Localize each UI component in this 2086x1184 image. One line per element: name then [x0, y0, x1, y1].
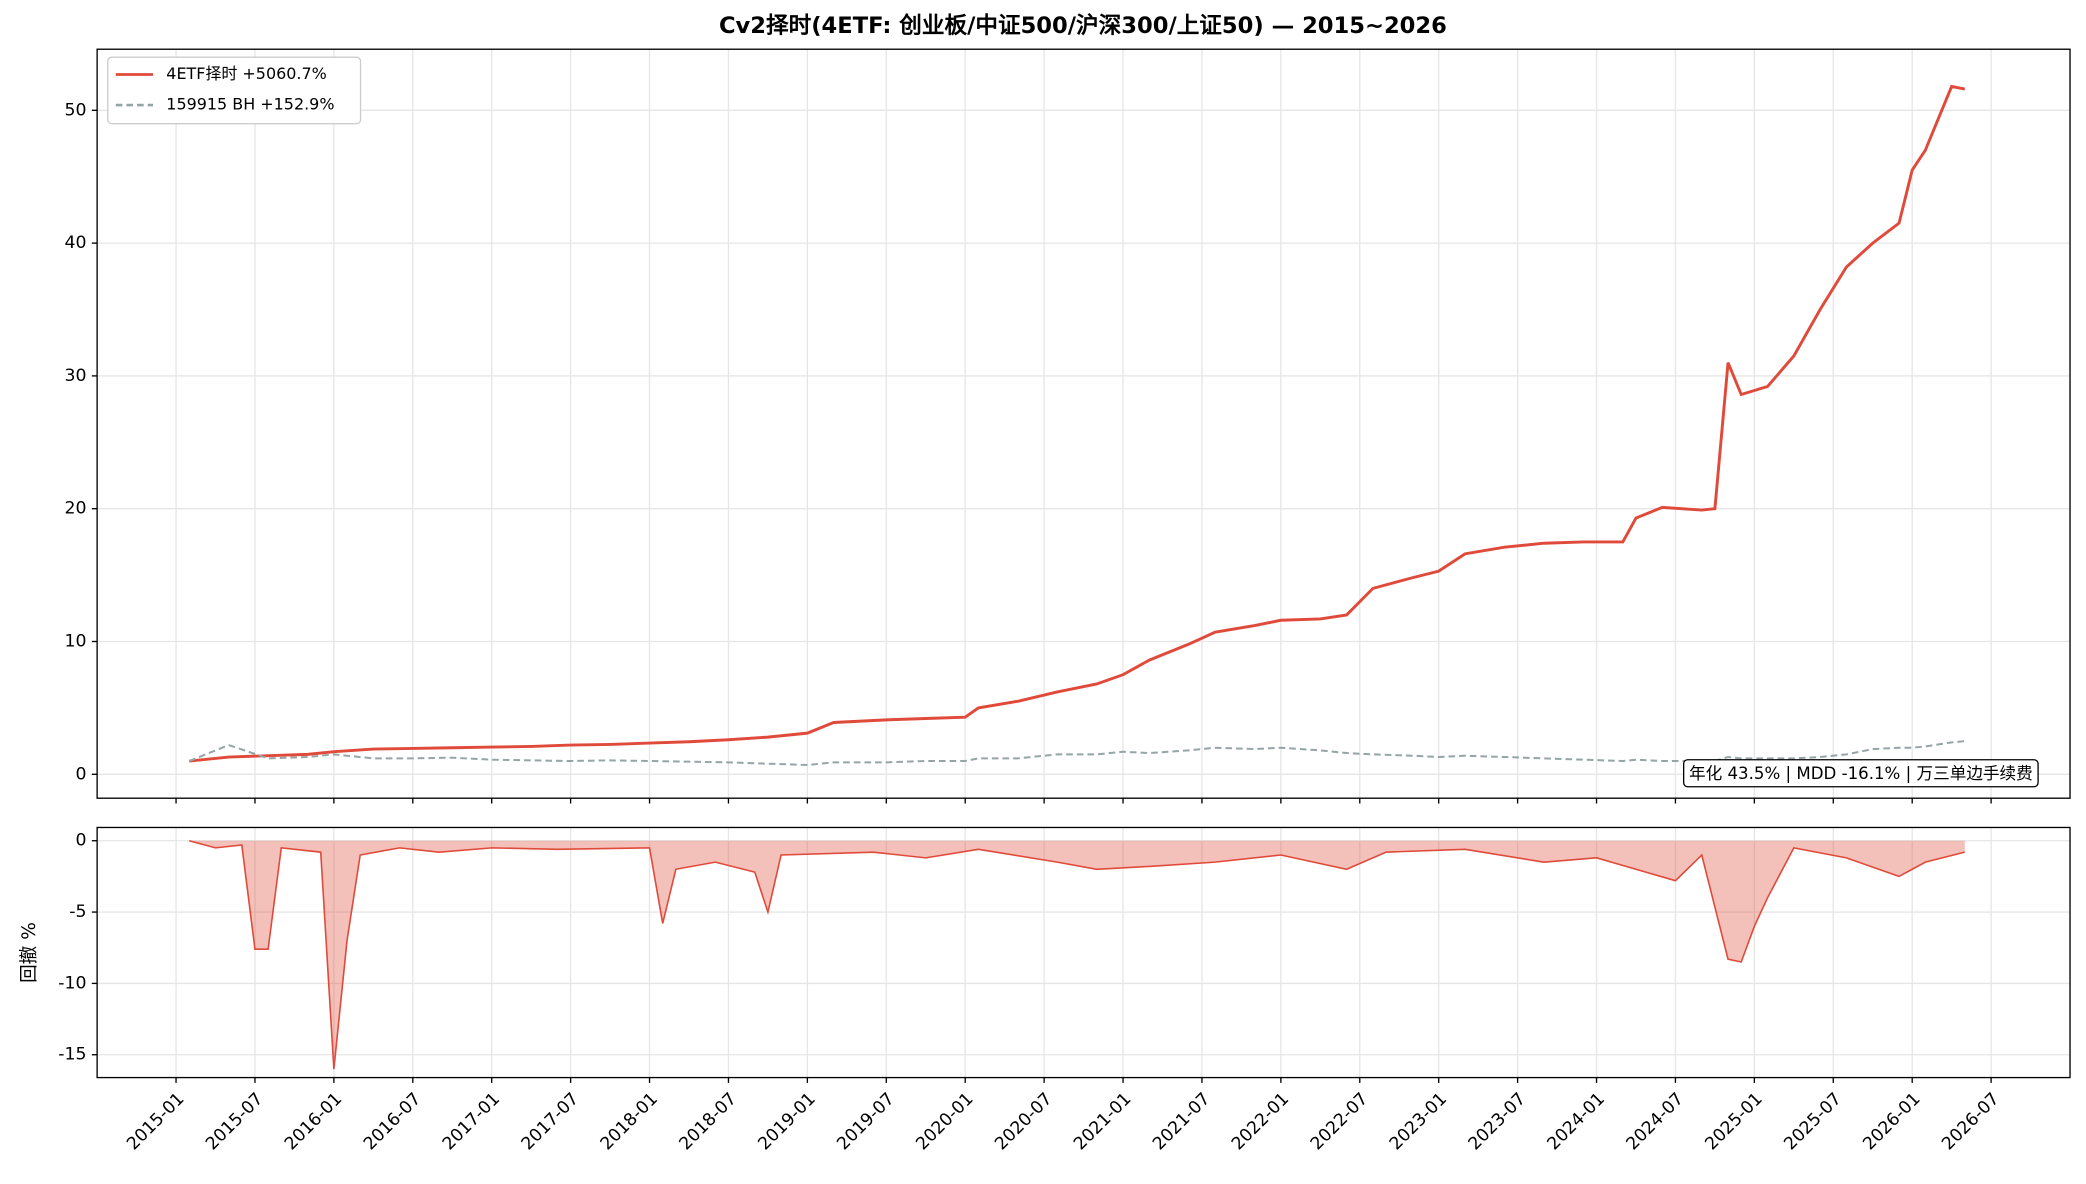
- y-tick-label: -15: [58, 1045, 86, 1065]
- y-axis-label: 回撤 %: [19, 922, 40, 983]
- drawdown-line: [188, 839, 1965, 1070]
- y-tick-label: 0: [75, 831, 86, 851]
- y-tick-label: -10: [58, 973, 86, 993]
- y-tick-label: 30: [64, 366, 86, 386]
- legend-label: 4ETF择时 +5060.7%: [166, 64, 326, 83]
- legend-box: [107, 56, 362, 125]
- series-line: [188, 740, 1965, 767]
- y-tick-label: 10: [64, 632, 86, 652]
- plot-frame: [96, 826, 2071, 1079]
- annotation: 年化 43.5% | MDD -16.1% | 万三单边手续费: [1689, 764, 2033, 783]
- series-line: [189, 84, 1966, 763]
- chart-title: Cv2择时(4ETF: 创业板/中证500/沪深300/上证50) — 2015…: [719, 12, 1447, 39]
- plot-frame: [96, 48, 2071, 799]
- y-tick-label: -5: [69, 902, 86, 922]
- y-tick-label: 50: [64, 100, 86, 120]
- annotation-box: [1682, 759, 2039, 788]
- y-tick-label: 0: [75, 764, 86, 784]
- y-tick-label: 40: [64, 233, 86, 253]
- legend: 4ETF择时 +5060.7% 159915 BH +152.9%: [107, 56, 362, 125]
- legend-label: 159915 BH +152.9%: [166, 95, 334, 114]
- y-tick-label: 20: [64, 499, 86, 519]
